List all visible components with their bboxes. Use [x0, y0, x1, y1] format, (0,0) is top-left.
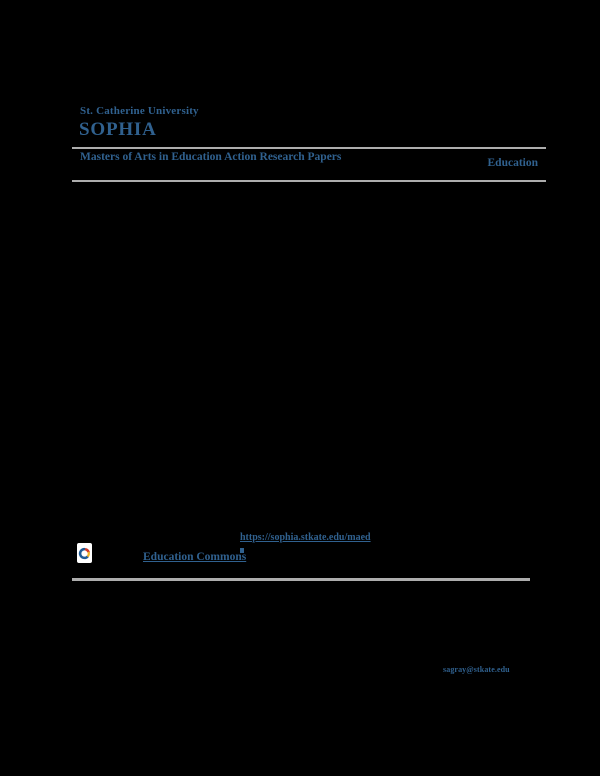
header-divider-bottom — [72, 180, 546, 182]
superscript-mark — [240, 548, 244, 553]
institution-name: St. Catherine University — [80, 105, 199, 117]
contact-email-link[interactable]: sagray@stkate.edu — [443, 665, 510, 674]
digital-commons-network-logo-icon — [77, 543, 92, 563]
repository-url-link[interactable]: https://sophia.stkate.edu/maed — [240, 532, 371, 543]
education-commons-link[interactable]: Education Commons — [143, 551, 247, 563]
department-label: Education — [487, 157, 539, 169]
citation-divider — [72, 578, 530, 581]
repository-wordmark: SOPHIA — [79, 119, 157, 140]
header-divider-top — [72, 147, 546, 149]
series-title: Masters of Arts in Education Action Rese… — [80, 151, 342, 163]
